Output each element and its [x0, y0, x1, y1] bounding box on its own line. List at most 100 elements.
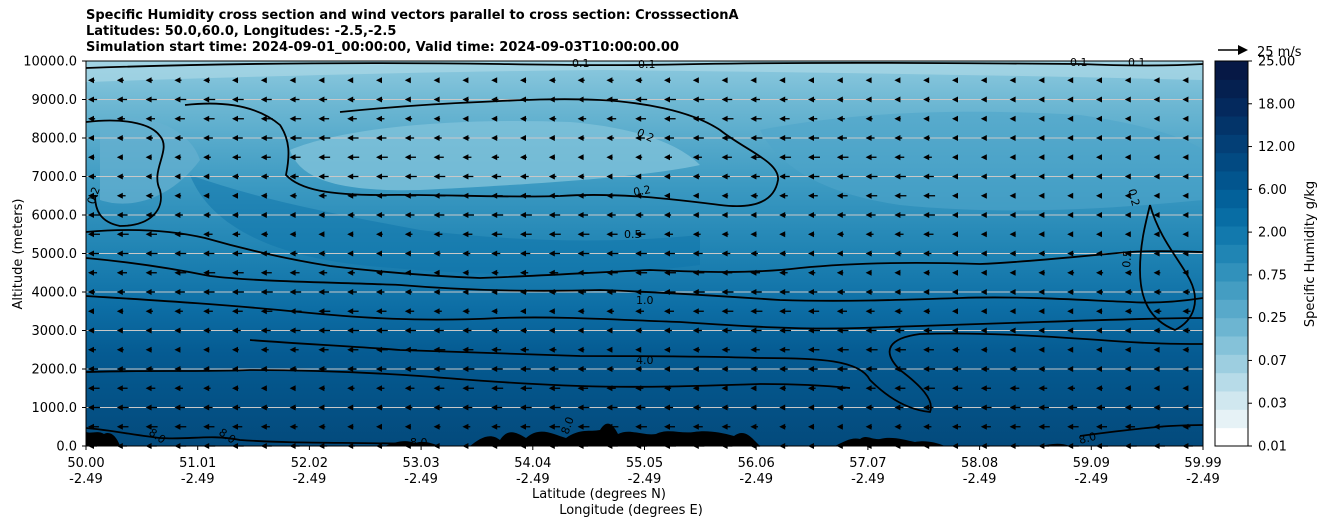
wind-arrow — [1096, 154, 1102, 161]
wind-arrow — [260, 366, 268, 372]
wind-arrow — [1038, 250, 1045, 257]
contour-4p0-left — [86, 369, 851, 389]
wind-arrow — [145, 154, 152, 161]
wind-arrow — [1153, 231, 1160, 238]
wind-arrow — [174, 269, 187, 276]
y-tick-label: 9000.0 — [32, 93, 78, 108]
wind-arrow — [462, 346, 474, 353]
wind-arrow — [116, 77, 124, 84]
x-tick-label-lon: -2.49 — [963, 472, 997, 487]
wind-arrow — [289, 77, 296, 84]
wind-arrow — [1153, 154, 1160, 161]
wind-arrow — [894, 269, 901, 276]
colorbar-swatch — [1215, 244, 1248, 264]
wind-arrow — [116, 115, 126, 122]
wind-arrow — [318, 115, 330, 122]
wind-arrow — [836, 192, 848, 199]
wind-arrow — [836, 212, 846, 218]
wind-arrow — [88, 115, 96, 122]
wind-arrow — [116, 346, 124, 353]
wind-arrow — [635, 269, 648, 276]
wind-arrow — [462, 404, 473, 411]
wind-arrow — [923, 404, 934, 411]
colorbar-frame — [1214, 60, 1249, 447]
contour-8p0-right — [1079, 424, 1203, 437]
wind-arrow — [952, 115, 958, 122]
wind-arrow — [779, 308, 792, 315]
x-axis: 50.00-2.4951.01-2.4952.02-2.4953.03-2.49… — [67, 446, 1222, 487]
wind-arrow — [1124, 289, 1133, 295]
wind-arrow — [376, 135, 387, 141]
wind-arrow — [1067, 404, 1078, 411]
wind-arrow — [635, 135, 645, 141]
wind-arrow — [232, 366, 239, 372]
wind-arrow — [980, 366, 990, 372]
wind-arrow — [635, 385, 644, 392]
wind-arrow — [635, 423, 647, 430]
wind-arrow — [721, 154, 732, 161]
wind-arrow — [779, 192, 788, 199]
wind-arrow — [548, 96, 559, 103]
wind-arrow — [1009, 231, 1016, 238]
wind-arrow — [577, 192, 587, 199]
wind-arrow — [1153, 250, 1160, 257]
wind-arrow — [347, 423, 354, 430]
wind-arrow — [404, 366, 417, 372]
wind-arrow — [116, 308, 124, 315]
wind-arrow — [462, 250, 471, 257]
wind-arrow — [520, 173, 529, 180]
wind-arrow — [1096, 423, 1108, 430]
x-tick-label-lon: -2.49 — [628, 472, 662, 487]
wind-arrow — [376, 308, 387, 315]
wind-arrow — [318, 327, 331, 334]
wind-arrow — [808, 366, 818, 372]
wind-arrow — [232, 212, 239, 218]
wind-arrow — [116, 289, 125, 295]
wind-arrow — [462, 77, 469, 84]
wind-arrow — [174, 289, 185, 295]
wind-arrow — [664, 269, 676, 276]
wind-arrow — [1153, 404, 1161, 411]
colorbar-swatch — [1215, 116, 1248, 135]
wind-arrow — [174, 135, 183, 141]
wind-arrow — [721, 327, 732, 334]
wind-arrow — [808, 250, 815, 257]
wind-arrow — [692, 327, 702, 334]
wind-arrow — [1182, 154, 1189, 161]
wind-arrow — [577, 135, 585, 141]
wind-arrow — [347, 308, 359, 315]
colorbar-swatch — [1215, 409, 1248, 429]
wind-arrow — [750, 404, 757, 411]
wind-arrow — [260, 250, 270, 257]
wind-arrow — [750, 192, 758, 199]
wind-arrow — [376, 385, 385, 392]
wind-arrow — [635, 77, 643, 84]
wind-arrow — [664, 366, 671, 372]
y-tick-label: 1000.0 — [32, 401, 78, 416]
wind-arrow — [232, 423, 243, 430]
wind-arrow — [980, 154, 987, 161]
wind-arrow — [462, 115, 469, 122]
wind-arrow — [318, 96, 328, 103]
wind-arrow — [491, 327, 500, 334]
wind-arrow — [1038, 385, 1048, 392]
wind-arrow — [952, 289, 958, 295]
wind-arrow — [606, 385, 616, 392]
wind-arrow — [664, 404, 674, 411]
wind-arrow — [289, 327, 301, 334]
wind-arrow — [548, 346, 557, 353]
x-tick-label-lon: -2.49 — [1074, 472, 1108, 487]
wind-arrow — [462, 308, 470, 315]
wind-arrow — [491, 212, 504, 218]
colorbar-swatch — [1215, 427, 1248, 447]
wind-arrow — [1009, 385, 1020, 392]
wind-arrow — [577, 385, 589, 392]
wind-arrow — [808, 346, 820, 353]
wind-arrow — [1182, 366, 1189, 372]
wind-arrow — [836, 154, 849, 161]
wind-arrow — [1182, 135, 1189, 141]
wind-arrow — [923, 250, 932, 257]
wind-arrow — [808, 115, 818, 122]
wind-arrow — [232, 250, 243, 257]
wind-arrow — [721, 115, 734, 122]
